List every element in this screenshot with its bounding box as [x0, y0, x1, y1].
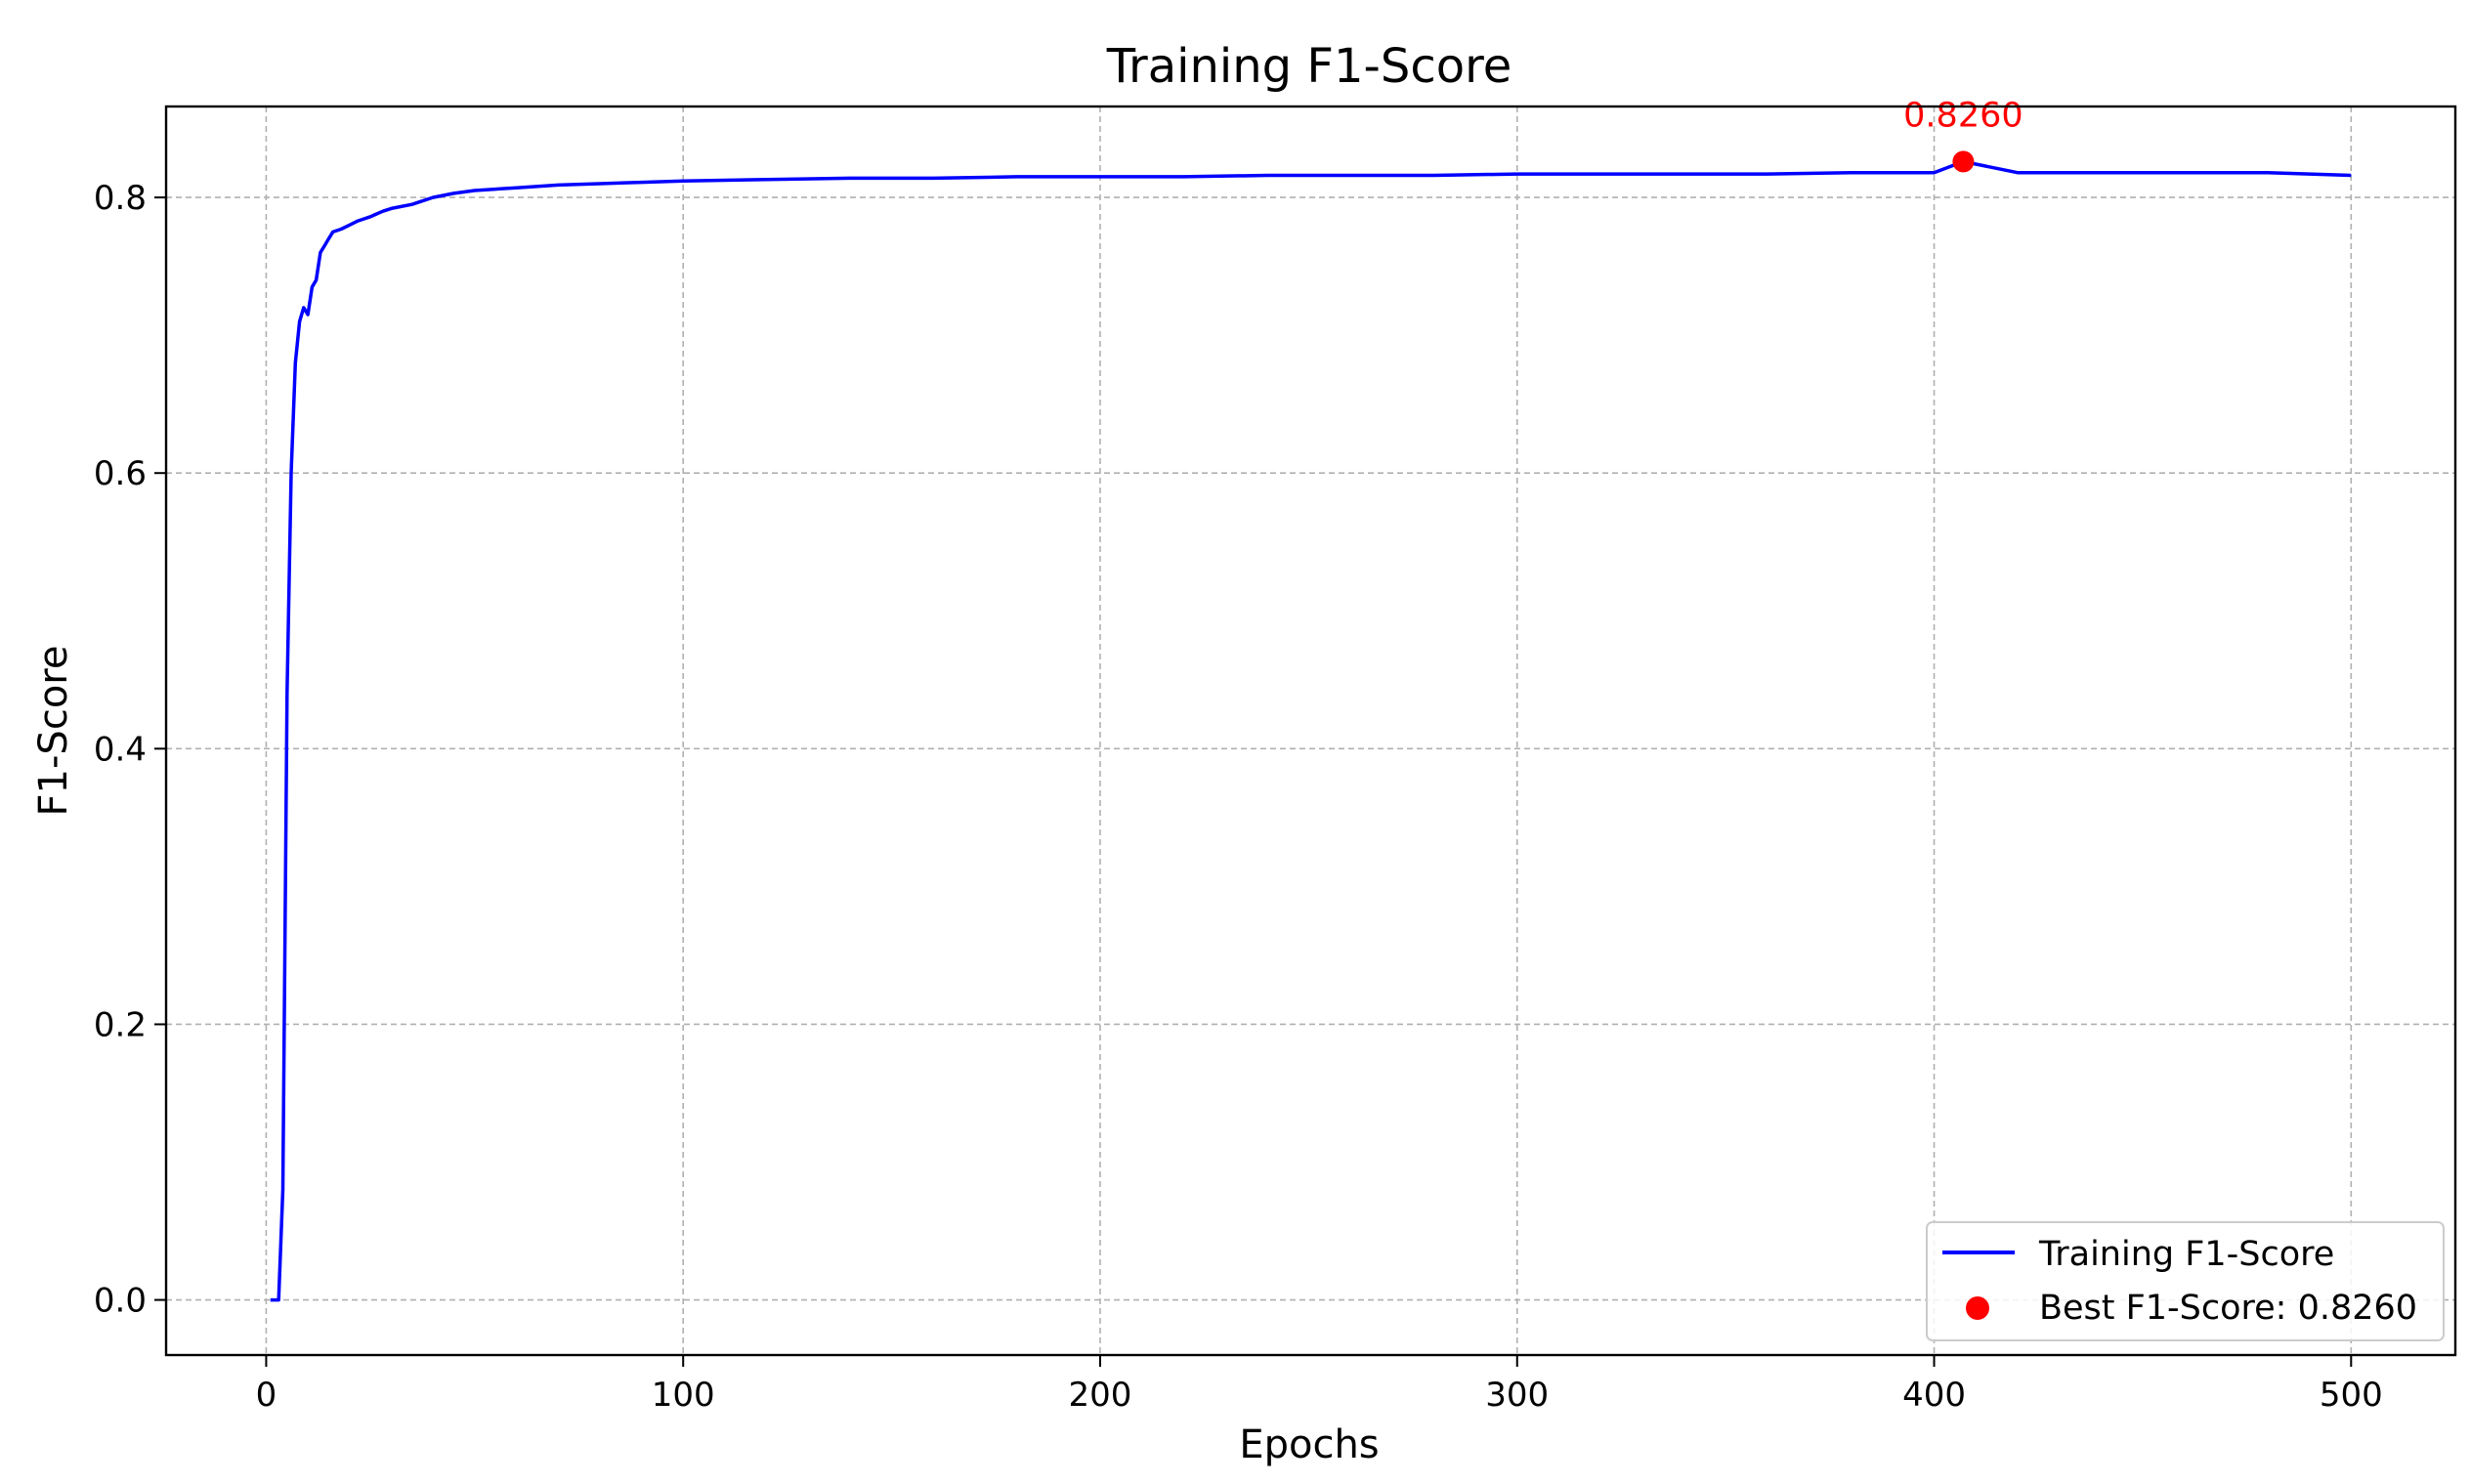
y-tick-label: 0.0: [94, 1282, 147, 1321]
best-f1-point: [1952, 150, 1975, 173]
legend-label-best: Best F1-Score: 0.8260: [2039, 1289, 2417, 1328]
y-tick-label: 0.8: [94, 179, 147, 218]
training-f1-line: [270, 159, 2352, 1302]
chart-title: Training F1-Score: [1106, 39, 1512, 94]
grid-lines: [166, 106, 2455, 1355]
axes-frame: [164, 105, 2457, 1357]
legend: Training F1-Score Best F1-Score: 0.8260: [1926, 1221, 2445, 1341]
plot-area: 0.8260: [270, 96, 2352, 1302]
x-tick-label: 100: [652, 1376, 715, 1415]
x-axis-label: Epochs: [1239, 1422, 1379, 1467]
y-axis-label: F1-Score: [31, 646, 76, 817]
x-tick-label: 400: [1902, 1376, 1966, 1415]
x-tick-label: 500: [2320, 1376, 2383, 1415]
y-tick-label: 0.4: [94, 730, 147, 769]
y-tick-label: 0.2: [94, 1005, 147, 1044]
y-tick-label: 0.6: [94, 454, 147, 493]
x-tick-label: 300: [1485, 1376, 1549, 1415]
legend-label-training: Training F1-Score: [2038, 1235, 2334, 1274]
best-f1-annotation: 0.8260: [1903, 96, 2023, 135]
x-tick-label: 0: [256, 1376, 277, 1415]
y-axis-ticks: 0.0 0.2 0.4 0.6 0.8: [94, 179, 166, 1321]
x-axis-ticks: 0 100 200 300 400 500: [256, 1355, 2383, 1415]
legend-box: [1926, 1221, 2445, 1341]
x-tick-label: 200: [1069, 1376, 1132, 1415]
legend-marker-swatch: [1966, 1296, 1989, 1320]
